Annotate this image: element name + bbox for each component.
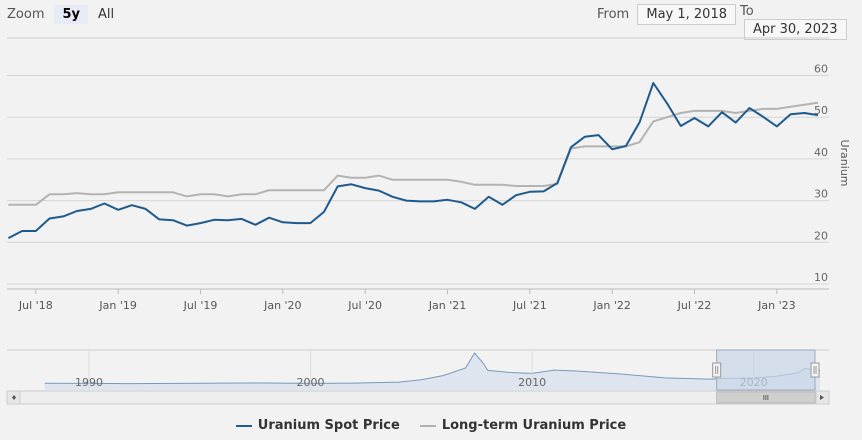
x-tick-label: Jul '20 <box>347 299 382 312</box>
navigator[interactable]: 1990200020102020 <box>6 349 830 405</box>
navigator-tick-label: 2010 <box>518 376 546 389</box>
x-tick-label: Jul '18 <box>18 299 53 312</box>
x-tick-label: Jul '22 <box>677 299 712 312</box>
x-tick-label: Jan '23 <box>757 299 795 312</box>
price-chart: 10 20 30 40 50 60 Jul '18 Jan '19 Jul '19 Jan '2… <box>6 37 851 405</box>
zoom-5y-button[interactable]: 5y <box>54 5 89 24</box>
series-line-spot <box>7 82 819 239</box>
scroll-left-icon <box>12 395 16 400</box>
x-tick-label: Jul '19 <box>183 299 218 312</box>
x-tick-label: Jan '20 <box>263 299 301 312</box>
y-tick-label: 20 <box>814 229 828 242</box>
to-label: To <box>740 4 754 19</box>
y-tick-label: 40 <box>814 146 828 159</box>
legend-label-spot: Uranium Spot Price <box>257 418 400 433</box>
x-tick-label: Jul '21 <box>512 299 547 312</box>
zoom-control: Zoom 5y All <box>7 5 122 24</box>
zoom-all-button[interactable]: All <box>98 7 115 22</box>
scrollbar-track <box>6 390 830 405</box>
legend-item-longterm[interactable]: Long-term Uranium Price <box>419 418 627 433</box>
x-axis-ticks: Jul '18 Jan '19 Jul '19 Jan '20 Jul '20 Jan '… <box>18 289 796 312</box>
y-tick-label: 50 <box>814 104 828 117</box>
y-tick-label: 60 <box>814 63 828 76</box>
navigator-handle-left <box>712 362 722 378</box>
range-to: To Apr 30, 2023 <box>740 4 862 40</box>
from-label: From <box>597 7 630 22</box>
navigator-area <box>44 353 821 390</box>
legend-swatch-spot <box>235 424 252 427</box>
x-tick-label: Jan '22 <box>592 299 630 312</box>
y-tick-label: 10 <box>814 271 828 284</box>
navigator-tick-label: 2000 <box>297 376 325 389</box>
y-axis-label: Uranium <box>838 139 851 186</box>
series-lines <box>7 82 819 239</box>
x-tick-label: Jan '19 <box>98 299 136 312</box>
grid-lines <box>7 37 829 290</box>
legend: Uranium Spot Price Long-term Uranium Pri… <box>0 418 862 433</box>
legend-item-spot[interactable]: Uranium Spot Price <box>235 418 400 433</box>
navigator-handle-right <box>810 362 820 378</box>
legend-label-longterm: Long-term Uranium Price <box>441 418 627 433</box>
to-date-input[interactable]: Apr 30, 2023 <box>744 19 847 40</box>
zoom-label: Zoom <box>7 7 45 22</box>
scroll-right-icon <box>820 395 824 400</box>
from-date-input[interactable]: May 1, 2018 <box>637 4 736 25</box>
series-line-longterm <box>8 101 819 206</box>
legend-swatch-longterm <box>419 424 436 427</box>
y-tick-label: 30 <box>814 188 828 201</box>
range-from: From May 1, 2018 <box>597 4 736 25</box>
y-axis-ticks: 10 20 30 40 50 60 <box>814 63 828 285</box>
navigator-tick-label: 1990 <box>75 376 103 389</box>
navigator-selection <box>716 349 816 391</box>
x-tick-label: Jan '21 <box>428 299 466 312</box>
